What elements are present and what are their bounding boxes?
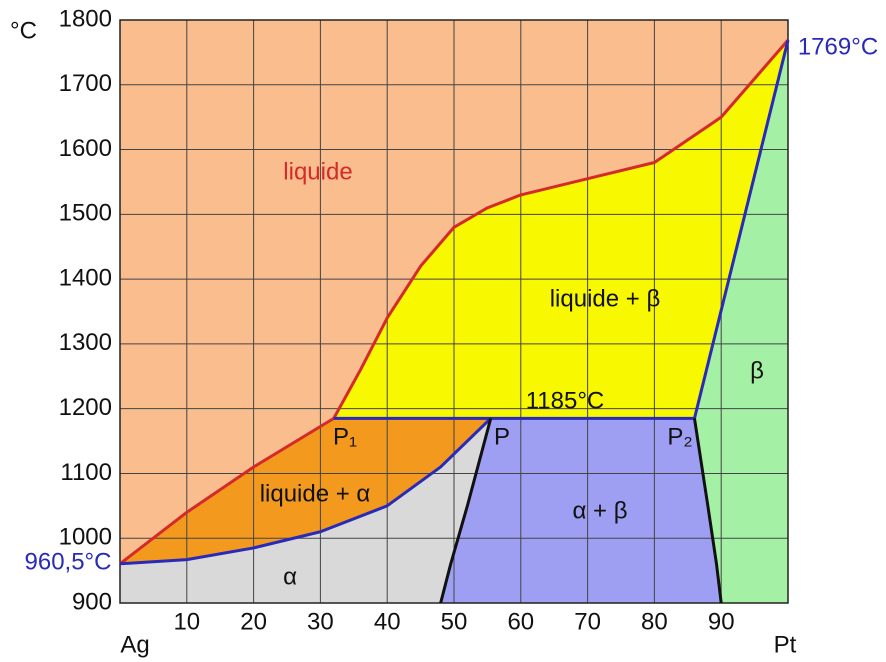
phase-boundary [332, 39, 790, 420]
phase-boundary [693, 39, 790, 419]
y-tick-label: 1500 [59, 200, 112, 227]
temperature-label: 1769°C [798, 33, 878, 60]
x-tick-label: 20 [240, 608, 267, 635]
y-tick-label: 1700 [59, 70, 112, 97]
x-tick-label: Ag [120, 631, 149, 658]
x-tick-label: 80 [641, 608, 668, 635]
phase-region [120, 418, 491, 564]
region-label: liquide + α [260, 480, 371, 507]
y-tick-label: 1400 [59, 264, 112, 291]
temperature-label: 1185°C [526, 387, 605, 414]
x-tick-label: Pt [774, 631, 797, 658]
phase-boundary [119, 417, 335, 565]
y-tick-label: 1100 [60, 459, 112, 486]
plot-frame [119, 19, 789, 604]
phase-region [440, 418, 722, 603]
phase-region [694, 40, 788, 603]
x-tick-label: 30 [307, 608, 334, 635]
region-label: liquide [283, 158, 352, 185]
region-label: α + β [572, 497, 627, 524]
y-tick-label: 1000 [59, 524, 112, 551]
y-tick-label: 1600 [59, 135, 112, 162]
y-tick-label: 1300 [59, 329, 112, 356]
phase-region [333, 40, 788, 419]
point-label: P [494, 423, 510, 450]
y-axis-unit: °C [10, 17, 37, 44]
point-label: P₁ [333, 423, 357, 450]
region-label: α [283, 563, 297, 590]
region-label: β [750, 357, 764, 384]
x-tick-label: 50 [441, 608, 468, 635]
region-label: liquide + β [550, 285, 661, 312]
y-tick-label: 1800 [59, 5, 112, 32]
x-tick-label: 70 [574, 608, 601, 635]
phase-boundary [119, 417, 492, 566]
y-tick-label: 900 [72, 588, 112, 615]
temperature-label: 960,5°C [25, 548, 112, 575]
x-tick-label: 10 [173, 608, 200, 635]
y-tick-label: 1200 [59, 394, 112, 421]
phase-boundary [692, 418, 723, 604]
x-tick-label: 40 [374, 608, 401, 635]
x-tick-label: 90 [708, 608, 735, 635]
phase-region [120, 20, 788, 564]
x-tick-label: 60 [507, 608, 534, 635]
phase-region [120, 418, 491, 603]
phase-boundary [439, 417, 493, 604]
point-label: P₂ [667, 423, 692, 450]
